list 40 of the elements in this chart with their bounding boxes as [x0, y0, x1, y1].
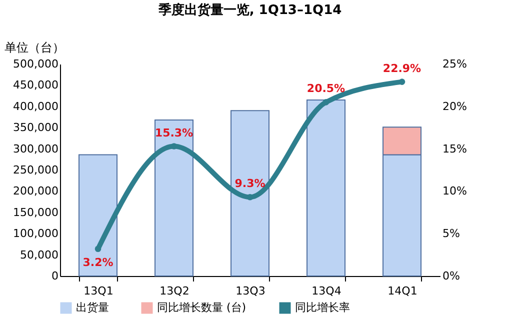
point — [170, 143, 178, 150]
data-label: 22.9% — [382, 62, 422, 75]
y2-tick-label: 5% — [442, 227, 460, 240]
y-tick-label: 300,000 — [13, 142, 58, 156]
legend-label: 同比增长率 — [295, 301, 350, 314]
x-tick-label: 13Q1 — [84, 284, 114, 298]
y2-tick-label: 25% — [442, 58, 467, 70]
data-label: 3.2% — [82, 256, 114, 269]
y-tick-label: 400,000 — [13, 100, 58, 113]
legend-label: 同比增长数量 (台) — [157, 301, 246, 314]
point — [94, 246, 102, 252]
y-tick-label: 0 — [52, 270, 58, 282]
x-tick-label: 14Q1 — [388, 284, 418, 298]
y-tick-label: 500,000 — [13, 58, 58, 70]
chart-title: 季度出货量一览, 1Q13–1Q14 — [157, 2, 342, 18]
x-tick-label: 13Q3 — [236, 284, 266, 298]
y-tick-label: 100,000 — [13, 227, 58, 240]
bar — [154, 119, 194, 276]
y2-tick-label: 0% — [442, 270, 460, 282]
data-label: 9.3% — [234, 177, 266, 190]
bar — [230, 110, 270, 276]
y2-tick-label: 20% — [442, 100, 467, 113]
y2-tick-label: 10% — [442, 184, 467, 198]
bar — [306, 100, 346, 276]
y-tick-label: 150,000 — [13, 206, 58, 219]
y-tick-label: 450,000 — [13, 78, 58, 92]
y-tick-label: 250,000 — [13, 164, 58, 176]
bar — [78, 154, 118, 276]
y2-tick-label: 15% — [442, 142, 467, 156]
data-label: 20.5% — [306, 82, 346, 96]
point — [322, 99, 330, 106]
point — [398, 78, 406, 85]
legend-label: 出货量 — [76, 301, 109, 314]
data-label: 15.3% — [154, 126, 194, 140]
y-tick-label: 50,000 — [20, 248, 58, 262]
x-tick-label: 13Q2 — [160, 284, 190, 298]
x-tick-label: 13Q4 — [312, 284, 342, 298]
y-tick-label: 350,000 — [13, 121, 58, 134]
y-tick-label: 200,000 — [13, 184, 58, 198]
y-axis-title: 单位（台） — [4, 40, 64, 54]
